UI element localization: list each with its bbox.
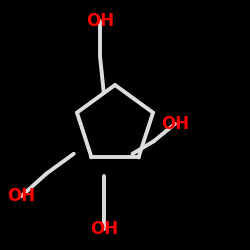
Text: OH: OH	[161, 115, 189, 133]
Text: OH: OH	[7, 187, 35, 205]
Text: OH: OH	[90, 220, 118, 238]
Text: OH: OH	[86, 12, 114, 30]
